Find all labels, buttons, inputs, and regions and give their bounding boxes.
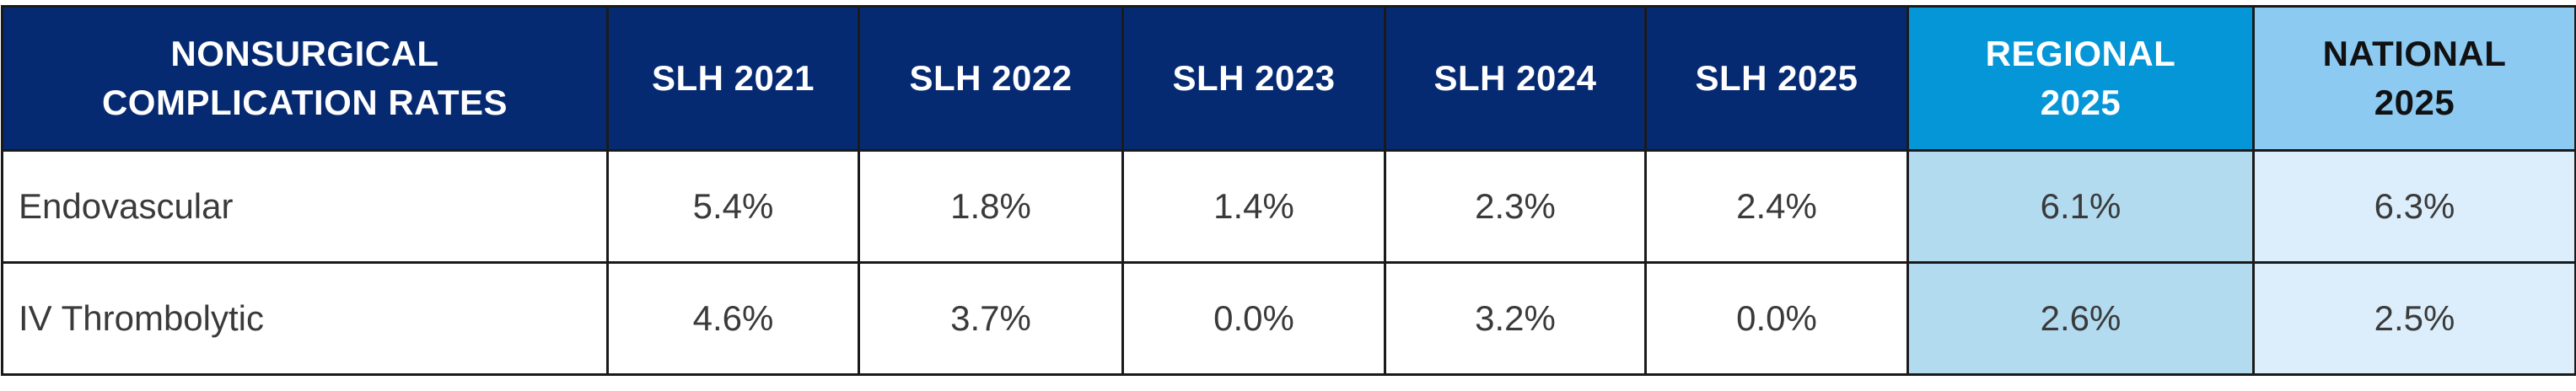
header-regional-2025: REGIONAL 2025 xyxy=(1906,5,2255,152)
table-cell: 2.4% xyxy=(1644,149,1909,264)
table-cell: 5.4% xyxy=(606,149,860,264)
table-cell-national: 2.5% xyxy=(2252,261,2576,376)
header-line: COMPLICATION RATES xyxy=(101,83,508,122)
header-line: 2025 xyxy=(2040,83,2122,122)
row-label: Endovascular xyxy=(1,149,609,264)
table-cell-national: 6.3% xyxy=(2252,149,2576,264)
row-label: IV Thrombolytic xyxy=(1,261,609,376)
table-cell-regional: 2.6% xyxy=(1906,261,2255,376)
header-line: REGIONAL xyxy=(1985,34,2176,73)
header-slh-2023: SLH 2023 xyxy=(1121,5,1386,152)
header-line: NATIONAL xyxy=(2322,34,2507,73)
table-cell: 2.3% xyxy=(1384,149,1647,264)
table-cell: 0.0% xyxy=(1644,261,1909,376)
header-nonsurgical-complication-rates: NONSURGICAL COMPLICATION RATES xyxy=(1,5,609,152)
table-row-endovascular: Endovascular 5.4% 1.8% 1.4% 2.3% 2.4% 6.… xyxy=(1,149,2576,264)
table-cell: 3.2% xyxy=(1384,261,1647,376)
header-line: NONSURGICAL xyxy=(170,34,439,73)
table-cell: 1.8% xyxy=(858,149,1124,264)
table-cell: 1.4% xyxy=(1121,149,1386,264)
table-cell: 4.6% xyxy=(606,261,860,376)
header-line: 2025 xyxy=(2374,83,2455,122)
header-row: NONSURGICAL COMPLICATION RATES SLH 2021 … xyxy=(1,5,2576,152)
header-slh-2022: SLH 2022 xyxy=(858,5,1124,152)
complication-rates-table: NONSURGICAL COMPLICATION RATES SLH 2021 … xyxy=(1,5,2576,376)
table-row-iv-thrombolytic: IV Thrombolytic 4.6% 3.7% 0.0% 3.2% 0.0%… xyxy=(1,261,2576,376)
header-national-2025: NATIONAL 2025 xyxy=(2252,5,2576,152)
table-cell: 3.7% xyxy=(858,261,1124,376)
header-slh-2024: SLH 2024 xyxy=(1384,5,1647,152)
table-cell: 0.0% xyxy=(1121,261,1386,376)
header-slh-2021: SLH 2021 xyxy=(606,5,860,152)
table-cell-regional: 6.1% xyxy=(1906,149,2255,264)
header-slh-2025: SLH 2025 xyxy=(1644,5,1909,152)
